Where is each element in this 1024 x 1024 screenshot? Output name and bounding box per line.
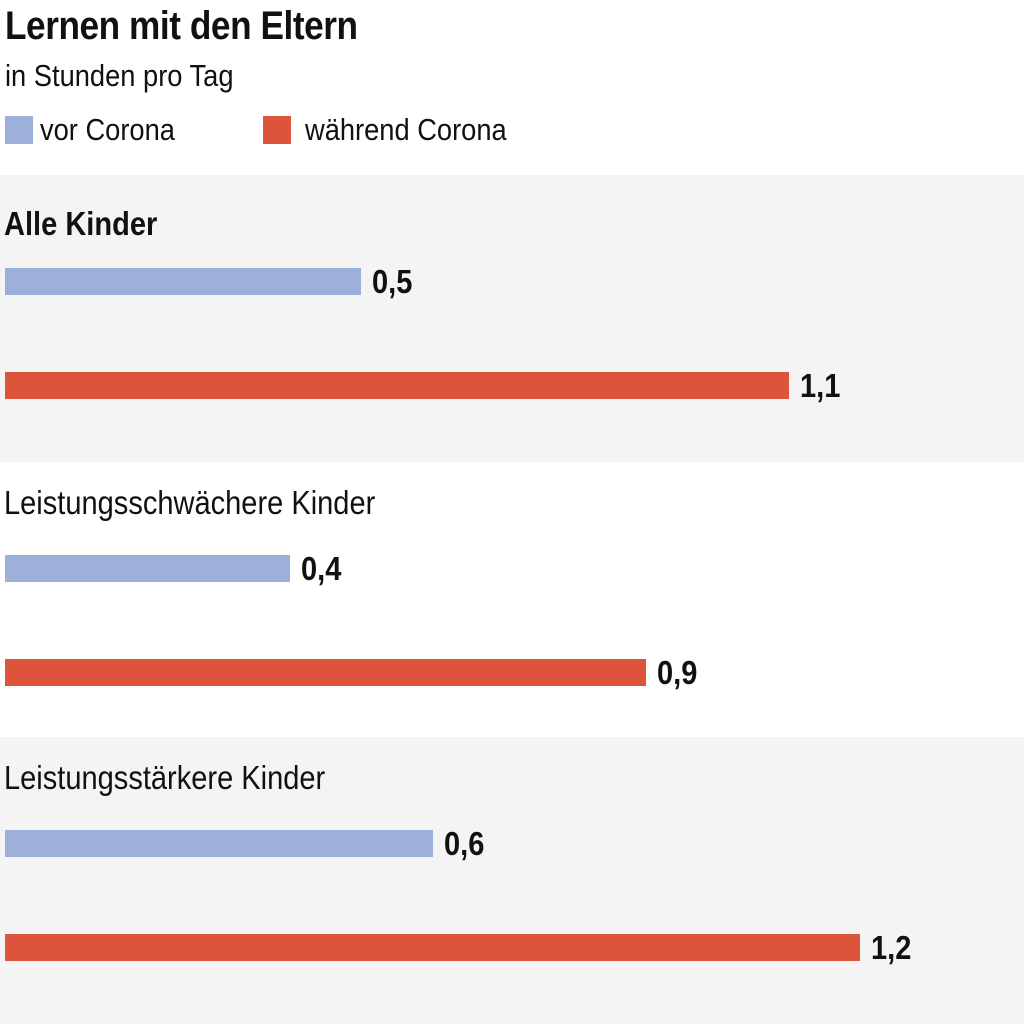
value-label-alle-kinder-vor-corona: 0,5 xyxy=(372,263,413,300)
group-leistungsstaerkere-kinder: Leistungsstärkere Kinder 0,6 1,2 xyxy=(0,737,1024,1024)
legend-item-vor-corona: vor Corona xyxy=(5,110,193,150)
bar-leistungsschwaechere-kinder-waehrend-corona xyxy=(5,659,646,686)
group-leistungsschwaechere-kinder: Leistungsschwächere Kinder 0,4 0,9 xyxy=(0,462,1024,737)
category-label-leistungsschwaechere-kinder: Leistungsschwächere Kinder xyxy=(4,484,376,521)
group-alle-kinder: Alle Kinder 0,5 1,1 xyxy=(0,175,1024,462)
legend-swatch-waehrend-corona xyxy=(263,116,291,144)
legend-label-waehrend-corona: während Corona xyxy=(305,112,507,147)
category-label-leistungsstaerkere-kinder: Leistungsstärkere Kinder xyxy=(4,759,326,796)
chart-subtitle: in Stunden pro Tag xyxy=(5,58,234,93)
bar-alle-kinder-waehrend-corona xyxy=(5,372,789,399)
bar-leistungsschwaechere-kinder-vor-corona xyxy=(5,555,290,582)
legend-item-waehrend-corona: während Corona xyxy=(263,110,534,150)
legend: vor Corona während Corona xyxy=(0,110,1024,150)
value-label-alle-kinder-waehrend-corona: 1,1 xyxy=(800,367,841,404)
bar-leistungsstaerkere-kinder-vor-corona xyxy=(5,830,433,857)
value-label-leistungsschwaechere-kinder-vor-corona: 0,4 xyxy=(301,550,342,587)
category-label-alle-kinder: Alle Kinder xyxy=(4,205,158,242)
value-label-leistungsstaerkere-kinder-waehrend-corona: 1,2 xyxy=(871,929,912,966)
bar-alle-kinder-vor-corona xyxy=(5,268,361,295)
chart-title: Lernen mit den Eltern xyxy=(5,4,358,48)
legend-label-vor-corona: vor Corona xyxy=(40,112,175,147)
value-label-leistungsstaerkere-kinder-vor-corona: 0,6 xyxy=(444,825,485,862)
value-label-leistungsschwaechere-kinder-waehrend-corona: 0,9 xyxy=(657,654,698,691)
legend-swatch-vor-corona xyxy=(5,116,33,144)
bar-leistungsstaerkere-kinder-waehrend-corona xyxy=(5,934,860,961)
